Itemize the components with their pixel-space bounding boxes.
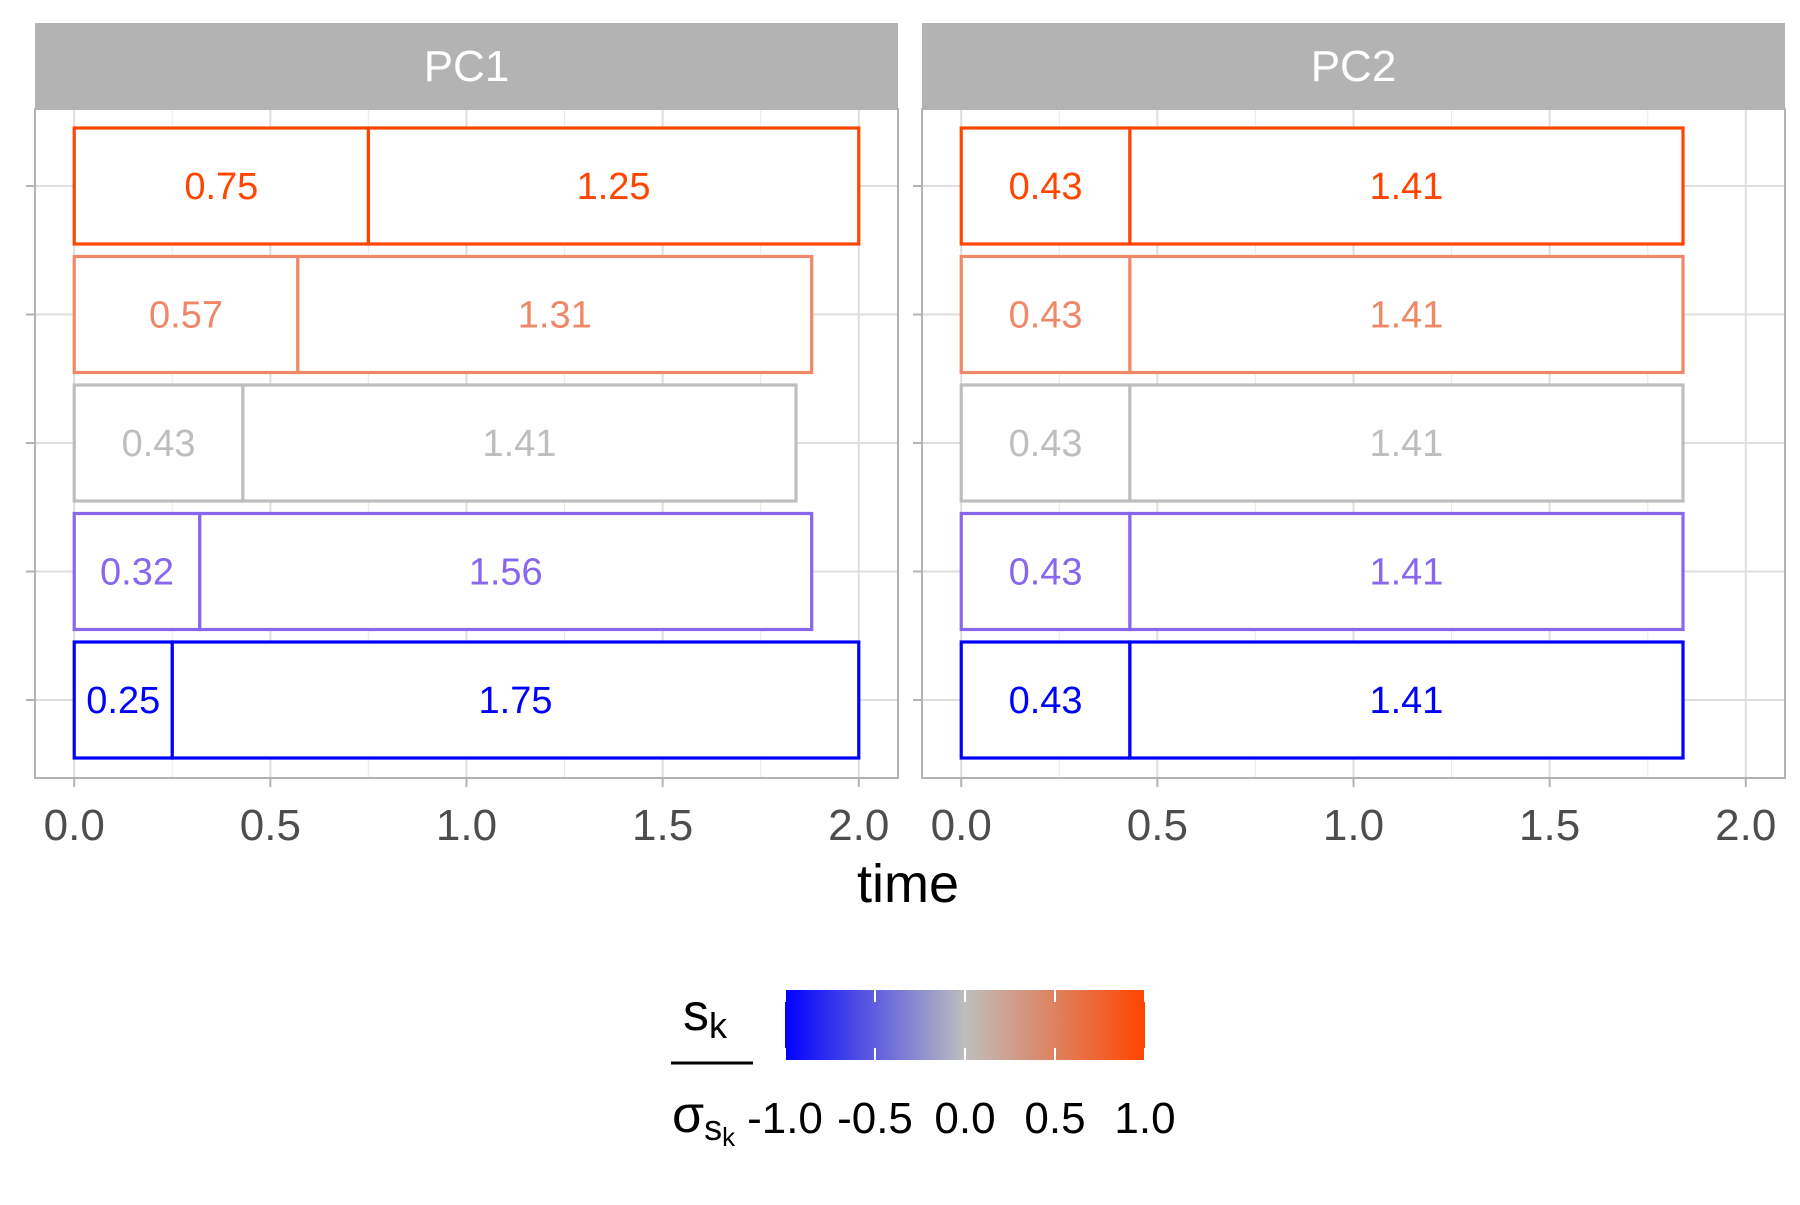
legend-title-denominator: σsk bbox=[672, 1086, 736, 1152]
bar-segment-label: 0.43 bbox=[1009, 295, 1083, 337]
bar-segment-label: 0.43 bbox=[1009, 552, 1083, 594]
legend-title-sigma-sub: s bbox=[704, 1107, 722, 1148]
bar-segment-label: 1.41 bbox=[1369, 552, 1443, 594]
facet-strip-label: PC2 bbox=[1311, 42, 1397, 91]
bar-segment bbox=[366, 126, 861, 246]
bar-segment bbox=[959, 640, 1132, 760]
legend-title-sigma: σ bbox=[672, 1086, 704, 1144]
legend-title-s-sub: k bbox=[709, 1005, 728, 1046]
bar-segment-label: 1.41 bbox=[1369, 166, 1443, 208]
panel-pc2: PC2 0.43 1.41 0.43 1.41 0.43 1.41 0.43 1.41 0.43 1… bbox=[913, 23, 1786, 850]
facet-strip-label: PC1 bbox=[424, 42, 510, 91]
facet-strip bbox=[922, 23, 1785, 109]
x-tick-label: 0.0 bbox=[44, 801, 105, 850]
legend-tick-label: -1.0 bbox=[747, 1094, 823, 1143]
x-tick-label: 0.5 bbox=[240, 801, 301, 850]
legend-tick-label: 0.0 bbox=[934, 1094, 995, 1143]
legend-tick-label: -0.5 bbox=[837, 1094, 913, 1143]
bar-segment bbox=[1128, 254, 1685, 375]
bar-segment bbox=[296, 254, 814, 375]
bar-segment-label: 0.43 bbox=[1009, 166, 1083, 208]
bar-segment bbox=[241, 383, 798, 503]
bar-segment-label: 0.25 bbox=[86, 680, 160, 722]
bar-segment bbox=[959, 254, 1132, 375]
bar-segment-label: 1.31 bbox=[518, 295, 592, 337]
x-tick-label: 1.0 bbox=[1323, 801, 1384, 850]
bar-segment bbox=[198, 511, 814, 632]
bar-segment-label: 1.41 bbox=[1369, 423, 1443, 465]
legend-title-sigma-subsub: k bbox=[722, 1122, 736, 1152]
bar-segment bbox=[1128, 640, 1685, 760]
bar-segment-label: 0.43 bbox=[1009, 423, 1083, 465]
bar-segment-label: 1.56 bbox=[469, 552, 543, 594]
bar-segment bbox=[72, 254, 300, 375]
bar-segment bbox=[72, 126, 371, 246]
x-tick-label: 0.0 bbox=[931, 801, 992, 850]
bar-segment-label: 0.57 bbox=[149, 295, 223, 337]
bar-segment bbox=[1128, 126, 1685, 246]
bar-segment-label: 1.75 bbox=[479, 680, 553, 722]
bar-segment bbox=[1128, 511, 1685, 632]
legend-tick-label: 1.0 bbox=[1114, 1094, 1175, 1143]
bar-segment bbox=[959, 383, 1132, 503]
bar-segment-label: 0.32 bbox=[100, 552, 174, 594]
x-tick-label: 1.5 bbox=[632, 801, 693, 850]
panels-layer: PC1 0.75 1.25 0.57 1.31 0.43 1.41 0.32 1.56 0.25 1… bbox=[26, 23, 1786, 850]
bar-segment-label: 0.75 bbox=[184, 166, 258, 208]
bar-segment bbox=[170, 640, 861, 760]
x-tick-label: 0.5 bbox=[1127, 801, 1188, 850]
legend-title-s: s bbox=[683, 984, 709, 1042]
x-axis-title: time bbox=[857, 854, 959, 914]
bar-segment bbox=[1128, 383, 1685, 503]
legend-tick-label: 0.5 bbox=[1024, 1094, 1085, 1143]
bar-segment-label: 0.43 bbox=[122, 423, 196, 465]
bar-segment-label: 1.41 bbox=[1369, 680, 1443, 722]
legend: sk σsk -1.0 -0.5 0.0 0.5 1.0 bbox=[671, 984, 1176, 1152]
legend-title-numerator: sk bbox=[683, 984, 728, 1046]
x-tick-label: 1.5 bbox=[1519, 801, 1580, 850]
facet-strip bbox=[35, 23, 898, 109]
bar-segment bbox=[959, 511, 1132, 632]
x-tick-label: 2.0 bbox=[828, 801, 889, 850]
panel-pc1: PC1 0.75 1.25 0.57 1.31 0.43 1.41 0.32 1.56 0.25 1… bbox=[26, 23, 899, 850]
bar-segment-label: 1.25 bbox=[577, 166, 651, 208]
x-tick-label: 2.0 bbox=[1715, 801, 1776, 850]
bar-segment-label: 1.41 bbox=[482, 423, 556, 465]
legend-ticks: -1.0 -0.5 0.0 0.5 1.0 bbox=[747, 990, 1176, 1143]
x-tick-label: 1.0 bbox=[436, 801, 497, 850]
bar-segment-label: 0.43 bbox=[1009, 680, 1083, 722]
bar-segment-label: 1.41 bbox=[1369, 295, 1443, 337]
